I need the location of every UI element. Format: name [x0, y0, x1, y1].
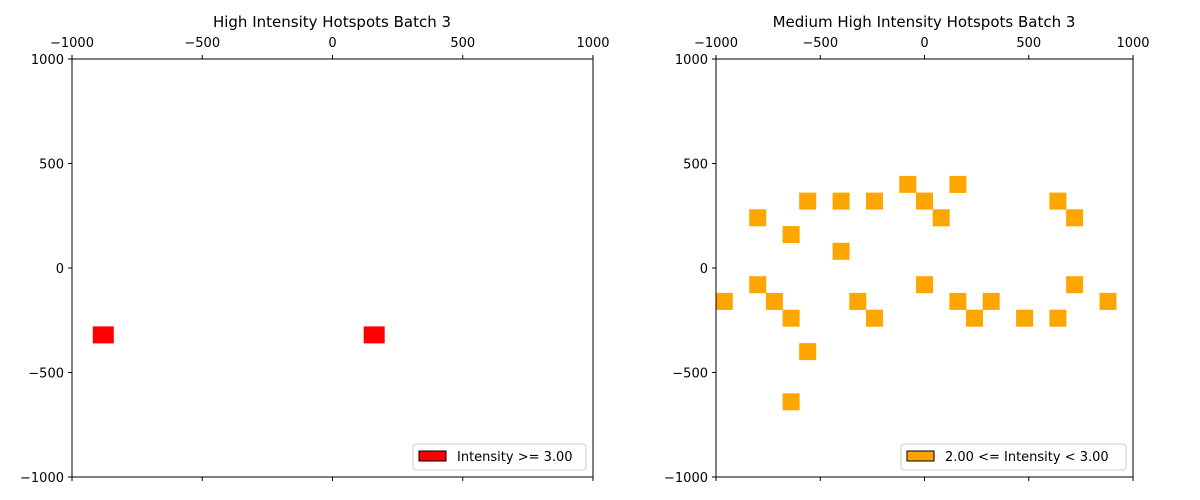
y-tick-label: −500: [28, 367, 64, 382]
data-point: [832, 242, 850, 260]
chart-panel-high: High Intensity Hotspots Batch 3 −1000 −50…: [20, 13, 610, 486]
data-point: [949, 175, 967, 193]
x-tick-label: −500: [802, 36, 838, 51]
y-tick-label: 1000: [675, 53, 708, 68]
data-point: [749, 209, 767, 227]
legend-swatch: [418, 450, 447, 462]
data-points: [92, 326, 385, 344]
x-tick-label: 1000: [576, 36, 609, 51]
data-point: [363, 326, 385, 344]
data-point: [932, 209, 950, 227]
y-tick-label: −500: [672, 367, 708, 382]
x-tick-label: 0: [328, 36, 336, 51]
data-point: [799, 192, 817, 210]
y-tick-label: −1000: [664, 471, 708, 486]
chart-title: High Intensity Hotspots Batch 3: [213, 13, 451, 31]
data-point: [966, 309, 983, 327]
y-tick-label: 0: [700, 262, 708, 277]
data-point: [982, 292, 1000, 310]
legend-label: 2.00 <= Intensity < 3.00: [945, 450, 1109, 465]
legend: 2.00 <= Intensity < 3.00: [900, 443, 1127, 471]
data-point: [749, 276, 767, 294]
data-points: [715, 175, 1117, 411]
data-point: [92, 326, 114, 344]
data-point: [715, 292, 733, 310]
data-point: [1066, 276, 1084, 294]
x-tick-label: −1000: [50, 36, 94, 51]
plot-frame: [71, 58, 594, 478]
y-tick-label: 500: [39, 158, 64, 173]
x-tick-label: 0: [920, 36, 928, 51]
y-tick-label: 0: [56, 262, 64, 277]
legend-swatch: [906, 450, 935, 462]
x-tick-label: 500: [1016, 36, 1041, 51]
chart-title: Medium High Intensity Hotspots Batch 3: [773, 13, 1076, 31]
data-point: [765, 292, 783, 310]
legend-box: [412, 443, 587, 471]
data-point: [832, 192, 850, 210]
y-axis-ticks: −1000 −500 0 500 1000: [664, 53, 716, 486]
data-point: [1049, 309, 1067, 327]
data-point: [782, 309, 800, 327]
x-tick-label: 1000: [1116, 36, 1149, 51]
data-point: [782, 226, 800, 244]
data-point: [866, 309, 883, 327]
x-axis-ticks: −1000 −500 0 500 1000: [50, 36, 610, 481]
data-point: [916, 276, 933, 294]
x-axis-ticks: −1000 −500 0 500 1000: [694, 36, 1150, 481]
data-point: [1016, 309, 1034, 327]
data-point: [866, 192, 883, 210]
data-point: [782, 393, 800, 411]
data-point: [1049, 192, 1067, 210]
chart-panel-medium-high: Medium High Intensity Hotspots Batch 3 −…: [664, 13, 1150, 486]
plot-frame: [715, 58, 1134, 478]
x-tick-label: −1000: [694, 36, 738, 51]
legend: Intensity >= 3.00: [412, 443, 587, 471]
data-point: [899, 175, 917, 193]
y-tick-label: 1000: [31, 53, 64, 68]
x-tick-label: 500: [450, 36, 475, 51]
x-tick-label: −500: [184, 36, 220, 51]
y-tick-label: −1000: [20, 471, 64, 486]
data-point: [916, 192, 933, 210]
data-point: [949, 292, 967, 310]
data-point: [1099, 292, 1117, 310]
legend-box: [900, 443, 1127, 471]
data-point: [799, 343, 817, 361]
y-tick-label: 500: [683, 158, 708, 173]
y-axis-ticks: −1000 −500 0 500 1000: [20, 53, 72, 486]
legend-label: Intensity >= 3.00: [457, 450, 573, 465]
data-point: [1066, 209, 1084, 227]
data-point: [849, 292, 867, 310]
